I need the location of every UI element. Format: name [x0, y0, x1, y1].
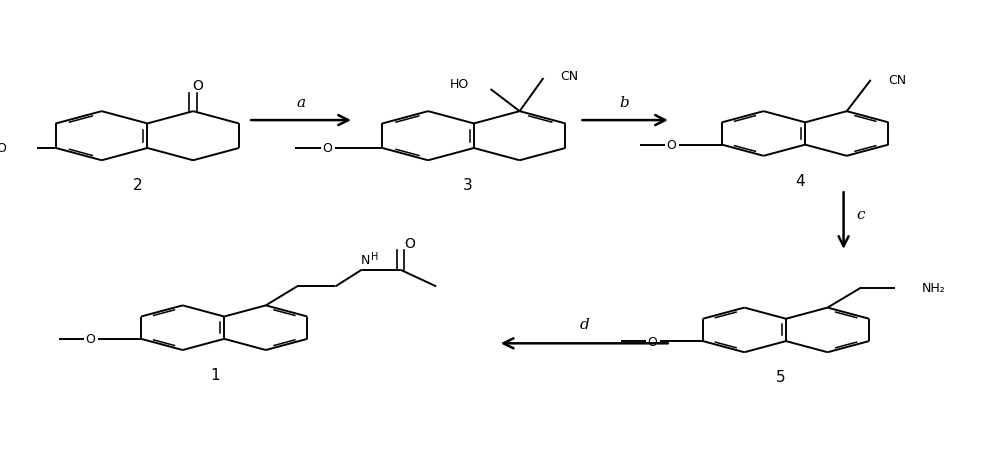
Text: O: O — [322, 142, 332, 155]
Text: NH₂: NH₂ — [922, 281, 945, 295]
Text: 1: 1 — [210, 367, 219, 382]
Text: O: O — [404, 236, 415, 250]
Text: c: c — [857, 207, 865, 221]
Text: O: O — [85, 332, 95, 345]
Text: N: N — [361, 254, 370, 267]
Text: O: O — [0, 142, 6, 155]
Text: a: a — [296, 96, 306, 110]
Text: CN: CN — [888, 74, 906, 87]
Text: O: O — [647, 335, 657, 348]
Text: CN: CN — [561, 70, 579, 83]
Text: d: d — [579, 318, 589, 331]
Text: O: O — [193, 78, 203, 92]
Text: 5: 5 — [776, 369, 786, 384]
Text: 2: 2 — [133, 178, 143, 193]
Text: H: H — [371, 252, 378, 262]
Text: 4: 4 — [796, 174, 805, 189]
Text: b: b — [620, 96, 630, 110]
Text: O: O — [666, 139, 676, 152]
Text: HO: HO — [450, 78, 469, 91]
Text: 3: 3 — [463, 178, 473, 193]
